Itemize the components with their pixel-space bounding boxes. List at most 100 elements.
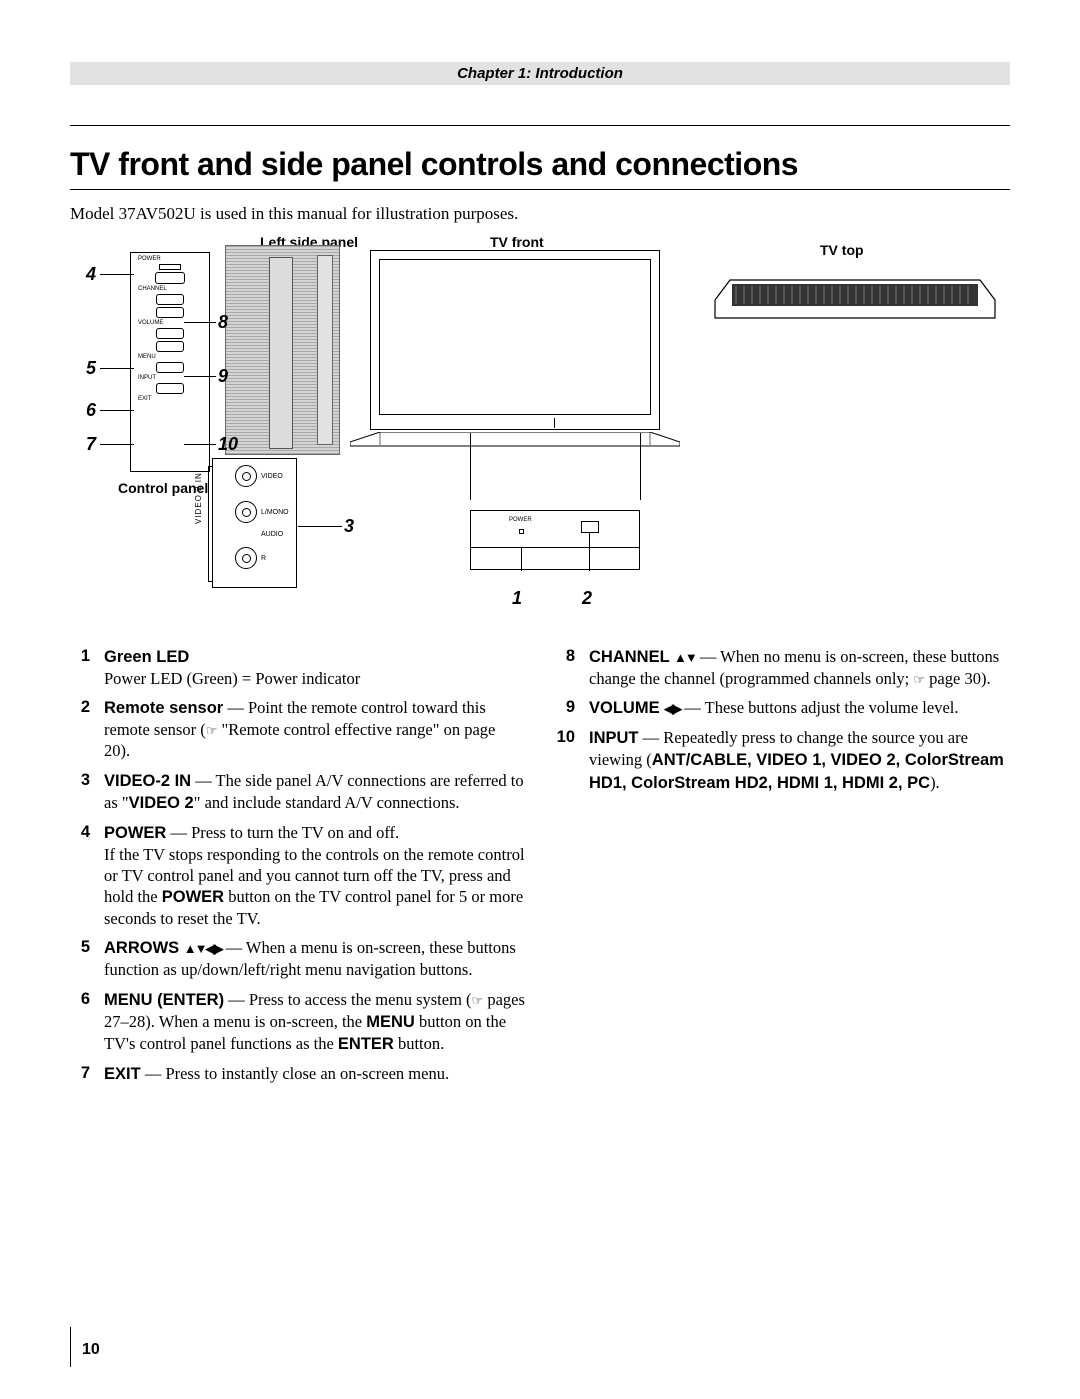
tv-front-detail: POWER <box>470 510 640 570</box>
cp-label-volume: VOLUME <box>138 320 163 326</box>
item-number: 10 <box>555 727 575 793</box>
cp-menu-button <box>156 362 184 373</box>
item-number: 6 <box>70 989 90 1055</box>
item-number: 1 <box>70 646 90 689</box>
tv-stand <box>350 432 680 448</box>
callout-1: 1 <box>512 588 522 609</box>
page-footer-rule <box>70 1327 76 1367</box>
cp-channel-up <box>156 294 184 305</box>
reference-icon: ☞ <box>206 723 218 738</box>
item-number: 4 <box>70 822 90 930</box>
item-lead: CHANNEL <box>589 648 674 666</box>
callout-6: 6 <box>86 400 96 421</box>
item-lead: POWER <box>104 824 166 842</box>
jack-r <box>235 547 257 569</box>
item-number: 2 <box>70 697 90 761</box>
description-item: 7 EXIT — Press to instantly close an on-s… <box>70 1063 525 1085</box>
cp-label-menu: MENU <box>138 354 156 360</box>
description-item: 8CHANNEL ▲▼ — When no menu is on-screen,… <box>555 646 1010 689</box>
arrows-icon: ◀▶ <box>664 701 680 716</box>
tv-front: POWER <box>370 250 660 450</box>
tv-screen <box>370 250 660 430</box>
tv-detail-led <box>519 529 524 534</box>
arrows-icon: ▲▼◀▶ <box>184 941 222 956</box>
inline-bold: VIDEO 2 <box>129 794 194 812</box>
cp-label-exit: EXIT <box>138 396 151 402</box>
item-number: 8 <box>555 646 575 689</box>
cp-label-channel: CHANNEL <box>138 286 167 292</box>
item-body: POWER — Press to turn the TV on and off.… <box>104 822 525 930</box>
jack-label-r: R <box>261 555 266 562</box>
label-tv-front: TV front <box>490 234 544 250</box>
item-number: 9 <box>555 697 575 719</box>
inline-bold: MENU <box>366 1013 415 1031</box>
item-number: 7 <box>70 1063 90 1085</box>
item-body: MENU (ENTER) — Press to access the menu … <box>104 989 525 1055</box>
tv-detail-sensor <box>581 521 599 533</box>
item-number: 5 <box>70 937 90 980</box>
callout-7: 7 <box>86 434 96 455</box>
reference-icon: ☞ <box>913 672 925 687</box>
descriptions: 1Green LEDPower LED (Green) = Power indi… <box>70 646 1010 1093</box>
callout-3: 3 <box>344 516 354 537</box>
item-lead: MENU (ENTER) <box>104 991 224 1009</box>
arrows-icon: ▲▼ <box>674 650 696 665</box>
reference-icon: ☞ <box>472 993 484 1008</box>
item-lead: Green LED <box>104 648 189 666</box>
cp-volume-down <box>156 341 184 352</box>
jack-label-lmono: L/MONO <box>261 509 289 516</box>
diagram-area: Left side panel TV front TV top Control … <box>70 240 1010 640</box>
description-item: 5 ARROWS ▲▼◀▶ — When a menu is on-screen,… <box>70 937 525 980</box>
item-lead: Remote sensor <box>104 699 223 717</box>
cp-label-input: INPUT <box>138 375 156 381</box>
cp-power-button <box>155 272 185 284</box>
jack-label-audio: AUDIO <box>261 531 283 538</box>
jack-video <box>235 465 257 487</box>
description-item: 3 VIDEO-2 IN — The side panel A/V connect… <box>70 770 525 814</box>
rule-below-title <box>70 189 1010 190</box>
tv-top <box>710 270 1000 340</box>
cp-volume-up <box>156 328 184 339</box>
column-left: 1Green LEDPower LED (Green) = Power indi… <box>70 646 525 1093</box>
callout-2: 2 <box>582 588 592 609</box>
item-body: VIDEO-2 IN — The side panel A/V connecti… <box>104 770 525 814</box>
item-number: 3 <box>70 770 90 814</box>
tv-detail-power-label: POWER <box>509 517 532 523</box>
inline-bold: ENTER <box>338 1035 394 1053</box>
intro-text: Model 37AV502U is used in this manual fo… <box>70 204 1010 224</box>
jack-box: VIDEO L/MONO AUDIO R <box>212 458 297 588</box>
item-lead: VOLUME <box>589 699 664 717</box>
inline-bold: POWER <box>162 888 224 906</box>
description-item: 2Remote sensor — Point the remote contro… <box>70 697 525 761</box>
jack-side-label: VIDEO 2 IN <box>194 444 203 524</box>
rule-above-title <box>70 125 1010 126</box>
page: Chapter 1: Introduction TV front and sid… <box>0 0 1080 1133</box>
description-item: 6MENU (ENTER) — Press to access the menu… <box>70 989 525 1055</box>
control-panel: POWER CHANNEL VOLUME MENU INPUT EXIT <box>130 252 210 472</box>
item-body: VOLUME ◀▶ — These buttons adjust the vol… <box>589 697 1010 719</box>
description-item: 1Green LEDPower LED (Green) = Power indi… <box>70 646 525 689</box>
inline-bold: ANT/CABLE, VIDEO 1, VIDEO 2, ColorStream… <box>589 751 1004 791</box>
description-item: 10INPUT — Repeatedly press to change the… <box>555 727 1010 793</box>
column-right: 8CHANNEL ▲▼ — When no menu is on-screen,… <box>555 646 1010 1093</box>
callout-10: 10 <box>218 434 238 455</box>
cp-input-button <box>156 383 184 394</box>
item-body: EXIT — Press to instantly close an on-sc… <box>104 1063 525 1085</box>
jack-label-video: VIDEO <box>261 473 283 480</box>
item-lead: INPUT <box>589 729 639 747</box>
callout-4: 4 <box>86 264 96 285</box>
item-body: Remote sensor — Point the remote control… <box>104 697 525 761</box>
cp-channel-down <box>156 307 184 318</box>
callout-5: 5 <box>86 358 96 379</box>
item-body: ARROWS ▲▼◀▶ — When a menu is on-screen, … <box>104 937 525 980</box>
cp-label-power: POWER <box>138 256 161 262</box>
item-lead: VIDEO-2 IN <box>104 772 191 790</box>
description-item: 4POWER — Press to turn the TV on and off… <box>70 822 525 930</box>
item-lead: ARROWS <box>104 939 184 957</box>
callout-8: 8 <box>218 312 228 333</box>
page-number: 10 <box>82 1341 100 1359</box>
description-item: 9 VOLUME ◀▶ — These buttons adjust the vo… <box>555 697 1010 719</box>
chapter-bar: Chapter 1: Introduction <box>70 62 1010 85</box>
item-body: INPUT — Repeatedly press to change the s… <box>589 727 1010 793</box>
jack-lmono <box>235 501 257 523</box>
